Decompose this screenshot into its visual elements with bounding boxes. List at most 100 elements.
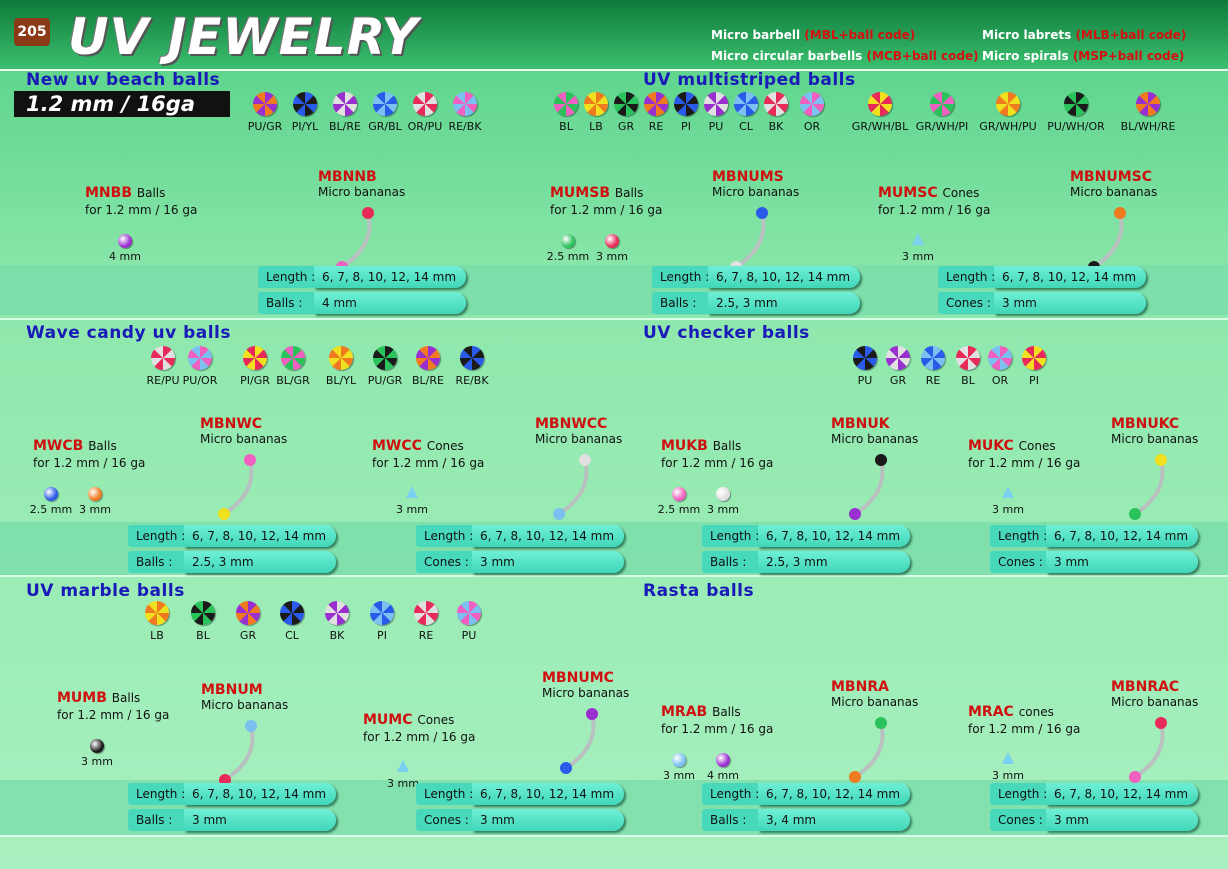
banana-code: MBNRA	[831, 679, 889, 695]
size-label: 2.5 mm	[29, 503, 73, 516]
table-value: 4 mm	[314, 292, 466, 314]
color-label: PU	[461, 629, 477, 642]
section-title: UV marble balls	[26, 581, 185, 601]
banana-image	[849, 454, 887, 520]
section-title: Rasta balls	[643, 581, 755, 601]
banana-desc: Micro bananas	[1070, 185, 1158, 199]
color-swatch	[674, 92, 698, 116]
banana-image	[730, 207, 768, 273]
table-value: 3 mm	[1046, 551, 1198, 573]
product-code: MUKB	[661, 438, 708, 454]
table-label: Cones :	[990, 551, 1048, 573]
table-value: 2.5, 3 mm	[708, 292, 860, 314]
table-value: 3 mm	[472, 809, 624, 831]
banana-code: MBNWC	[200, 416, 263, 432]
table-label: Balls :	[702, 809, 760, 831]
color-label: BL	[961, 374, 975, 387]
sample-piece	[88, 487, 102, 501]
color-label: RE/PU	[146, 374, 180, 387]
product-code: MWCB	[33, 438, 84, 454]
color-label: GR/BL	[368, 120, 402, 133]
size-label: 2.5 mm	[546, 250, 590, 263]
code-value: (MLB+ball code)	[1075, 28, 1187, 42]
table-label: Cones :	[416, 551, 474, 573]
color-swatch	[704, 92, 728, 116]
table-label: Balls :	[128, 551, 186, 573]
banana-code: MBNWCC	[535, 416, 608, 432]
sample-piece	[406, 486, 418, 498]
size-label: 3 mm	[387, 777, 419, 790]
product-spec: for 1.2 mm / 16 ga	[878, 203, 991, 217]
table-label: Length :	[652, 266, 710, 288]
color-swatch	[333, 92, 357, 116]
color-swatch	[930, 92, 954, 116]
sample-piece	[561, 234, 575, 248]
code-value: (MSP+ball code)	[1072, 49, 1185, 63]
banana-image	[219, 720, 257, 786]
sample-piece	[716, 753, 730, 767]
color-label: PU/OR	[182, 374, 218, 387]
banana-code: MBNRAC	[1111, 679, 1180, 695]
size-label: 3 mm	[992, 503, 1024, 516]
sample-piece	[397, 760, 409, 772]
table-label: Cones :	[990, 809, 1048, 831]
product-spec: for 1.2 mm / 16 ga	[661, 456, 774, 470]
color-label: BK	[329, 629, 345, 642]
banana-desc: Micro bananas	[535, 432, 623, 446]
color-swatch	[1022, 346, 1046, 370]
product-kind: Balls	[712, 705, 741, 719]
color-label: RE	[418, 629, 434, 642]
table-label: Length :	[258, 266, 316, 288]
color-swatch	[145, 601, 169, 625]
table-label: Length :	[128, 525, 186, 547]
table-label: Length :	[416, 783, 474, 805]
code-label: Micro barbell	[711, 28, 801, 42]
banana-image	[1129, 717, 1167, 783]
color-swatch	[151, 346, 175, 370]
color-swatch	[293, 92, 317, 116]
color-label: BL	[559, 120, 573, 133]
color-swatch	[868, 92, 892, 116]
table-label: Cones :	[416, 809, 474, 831]
product-heading: MUMC Cones	[363, 712, 454, 728]
size-label: 3 mm	[81, 755, 113, 768]
color-label: LB	[589, 120, 603, 133]
color-label: PI	[377, 629, 387, 642]
code-value: (MBL+ball code)	[804, 28, 916, 42]
color-label: PU	[708, 120, 724, 133]
banana-code: MBNUMC	[542, 670, 614, 686]
table-label: Balls :	[652, 292, 710, 314]
color-label: PI	[681, 120, 691, 133]
color-swatch	[764, 92, 788, 116]
banana-code: MBNUK	[831, 416, 890, 432]
product-heading: MUKB Balls	[661, 438, 741, 454]
table-value: 6, 7, 8, 10, 12, 14 mm	[994, 266, 1146, 288]
size-badge: 1.2 mm / 16ga	[14, 91, 230, 117]
color-label: OR	[991, 374, 1009, 387]
color-swatch	[280, 601, 304, 625]
color-swatch	[325, 601, 349, 625]
product-spec: for 1.2 mm / 16 ga	[372, 456, 485, 470]
banana-image	[218, 454, 256, 520]
table-value: 6, 7, 8, 10, 12, 14 mm	[314, 266, 466, 288]
color-label: PU/WH/OR	[1047, 120, 1105, 133]
product-code: MUMSB	[550, 185, 610, 201]
table-value: 6, 7, 8, 10, 12, 14 mm	[472, 525, 624, 547]
color-swatch	[281, 346, 305, 370]
banana-image	[849, 717, 887, 783]
color-label: OR	[803, 120, 821, 133]
product-heading: MWCC Cones	[372, 438, 464, 454]
table-value: 2.5, 3 mm	[184, 551, 336, 573]
color-label: PU/GR	[247, 120, 283, 133]
color-label: OR/PU	[407, 120, 443, 133]
product-heading: MWCB Balls	[33, 438, 117, 454]
code-label: Micro labrets	[982, 28, 1072, 42]
color-swatch	[453, 92, 477, 116]
color-swatch	[886, 346, 910, 370]
color-swatch	[236, 601, 260, 625]
color-swatch	[644, 92, 668, 116]
product-heading: MUMSC Cones	[878, 185, 979, 201]
header-rule	[0, 69, 1228, 71]
product-kind: Balls	[111, 691, 141, 705]
table-label: Length :	[990, 783, 1048, 805]
